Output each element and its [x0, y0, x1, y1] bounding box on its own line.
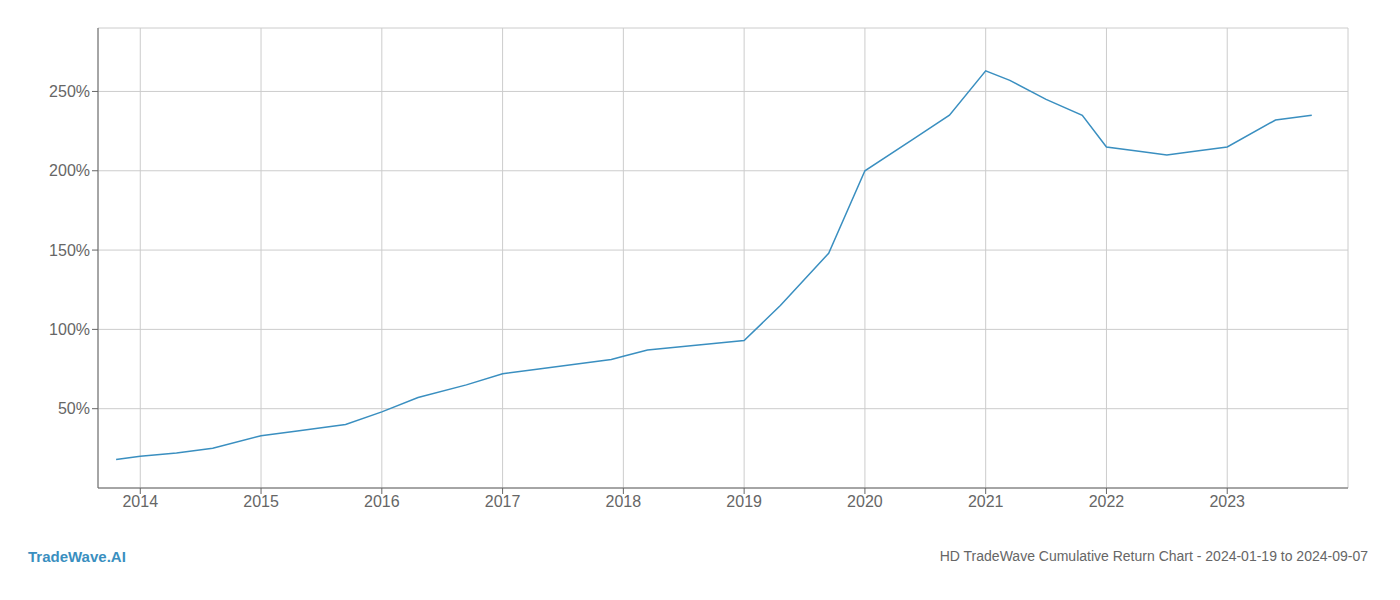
- svg-text:2022: 2022: [1089, 493, 1125, 510]
- svg-text:2023: 2023: [1209, 493, 1245, 510]
- svg-text:2018: 2018: [606, 493, 642, 510]
- html-text:TradeWave.AI: TradeWave.AI: [28, 547, 126, 565]
- svg-text:50%: 50%: [58, 400, 90, 417]
- svg-text:100%: 100%: [49, 321, 90, 338]
- svg-text:2016: 2016: [364, 493, 400, 510]
- svg-text:2020: 2020: [847, 493, 883, 510]
- html-text:HD TradeWave Cumulative Return: HD TradeWave Cumulative Return Chart - 2…: [939, 548, 1368, 564]
- svg-text:250%: 250%: [49, 83, 90, 100]
- svg-text:2017: 2017: [485, 493, 521, 510]
- svg-text:2015: 2015: [243, 493, 279, 510]
- svg-text:2021: 2021: [968, 493, 1004, 510]
- svg-text:2014: 2014: [122, 493, 158, 510]
- svg-text:150%: 150%: [49, 242, 90, 259]
- svg-text:2019: 2019: [726, 493, 762, 510]
- svg-text:200%: 200%: [49, 162, 90, 179]
